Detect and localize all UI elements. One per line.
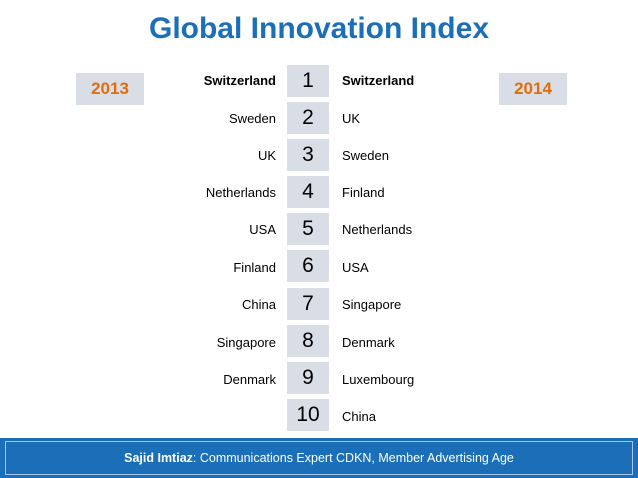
country-2014-rank-1: Switzerland [342, 73, 415, 88]
rank-5: 5 [287, 213, 329, 245]
country-2014-rank-3: Sweden [342, 148, 389, 163]
country-2013-rank-8: Singapore [216, 335, 276, 350]
rank-1: 1 [287, 65, 329, 97]
country-2013-rank-3: UK [257, 148, 276, 163]
country-2014-rank-6: USA [342, 260, 369, 275]
rank-8: 8 [287, 325, 329, 357]
footer-caption: Sajid Imtiaz: Communications Expert CDKN… [5, 441, 633, 475]
country-2013-rank-4: Netherlands [205, 185, 276, 200]
footer-author-description: : Communications Expert CDKN, Member Adv… [192, 451, 514, 465]
country-2013-rank-5: USA [249, 222, 276, 237]
country-2014-rank-8: Denmark [342, 335, 395, 350]
country-2013-rank-7: China [242, 297, 276, 312]
country-2013-rank-1: Switzerland [203, 73, 276, 88]
country-2014-rank-9: Luxembourg [342, 372, 415, 387]
country-2014-rank-2: UK [342, 111, 361, 126]
footer-author-name: Sajid Imtiaz [124, 451, 193, 465]
year-2014-badge: 2014 [499, 73, 567, 105]
rank-4: 4 [287, 176, 329, 208]
country-2013-rank-6: Finland [233, 260, 276, 275]
rank-10: 10 [287, 399, 329, 431]
country-2014-rank-4: Finland [342, 185, 385, 200]
country-2014-rank-10: China [342, 409, 376, 424]
page-title: Global Innovation Index [148, 12, 490, 45]
country-2013-rank-9: Denmark [223, 372, 276, 387]
rank-6: 6 [287, 250, 329, 282]
rank-3: 3 [287, 139, 329, 171]
footer-bar: Sajid Imtiaz: Communications Expert CDKN… [0, 438, 638, 478]
year-2013-badge: 2013 [76, 73, 144, 105]
country-2014-rank-7: Singapore [342, 297, 402, 312]
rank-9: 9 [287, 362, 329, 394]
country-2013-rank-2: Sweden [229, 111, 276, 126]
rank-2: 2 [287, 102, 329, 134]
country-2014-rank-5: Netherlands [342, 222, 413, 237]
rank-7: 7 [287, 288, 329, 320]
